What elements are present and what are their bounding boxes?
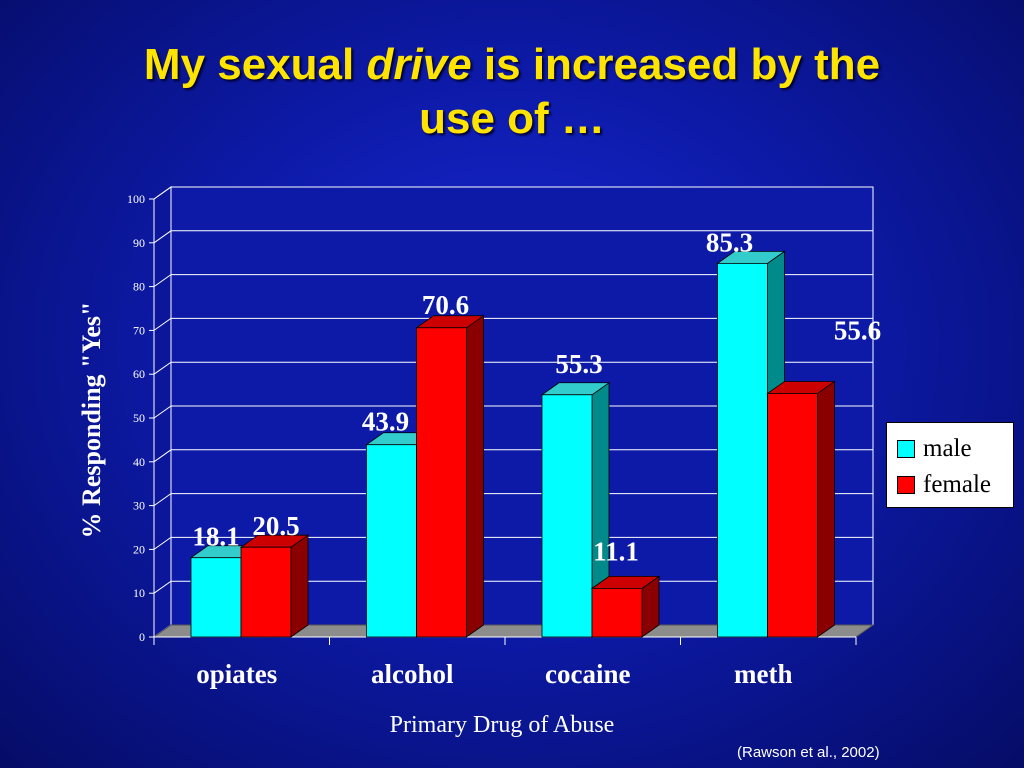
- y-tick-label: 50: [133, 411, 145, 425]
- slide-title: My sexual drive is increased by the use …: [0, 38, 1024, 146]
- bar-male-cocaine: [541, 394, 593, 638]
- data-label-male-alcohol: 43.9: [362, 407, 409, 437]
- y-tick-label: 60: [133, 367, 145, 381]
- gridline: [153, 361, 873, 375]
- gridline: [153, 186, 873, 200]
- data-label-male-meth: 85.3: [706, 227, 753, 257]
- gridline: [153, 274, 873, 288]
- gridline: [153, 317, 873, 331]
- legend-label-female: female: [923, 471, 992, 498]
- bar-female-alcohol: [416, 327, 467, 638]
- bar-side-female-alcohol: [466, 315, 484, 638]
- bar-female-cocaine: [591, 587, 643, 638]
- legend-swatch-female: [897, 476, 915, 494]
- gridline: [153, 405, 873, 419]
- y-tick-label: 20: [133, 542, 145, 556]
- citation: (Rawson et al., 2002): [737, 744, 880, 761]
- gridline: [153, 536, 873, 550]
- bar-side-female-opiates: [290, 534, 309, 638]
- bar-female-meth: [767, 393, 818, 638]
- x-tick-label-cocaine: cocaine: [545, 659, 630, 689]
- y-tick-label: 100: [127, 192, 145, 206]
- y-tick-label: 80: [133, 280, 145, 294]
- chart-legend: male female: [886, 422, 1014, 508]
- data-label-female-cocaine: 11.1: [593, 536, 639, 566]
- bar-male-opiates: [190, 557, 242, 638]
- y-axis-title: % Responding "Yes": [77, 302, 106, 539]
- bar-male-alcohol: [366, 444, 417, 638]
- gridline: [153, 493, 873, 507]
- x-tick-label-meth: meth: [734, 659, 792, 689]
- data-label-female-opiates: 20.5: [252, 511, 299, 541]
- bar-female-opiates: [240, 546, 292, 638]
- data-label-male-opiates: 18.1: [192, 522, 239, 552]
- data-label-male-cocaine: 55.3: [555, 349, 602, 379]
- data-label-female-alcohol: 70.6: [422, 290, 469, 320]
- gridline: [153, 449, 873, 463]
- legend-item-female: female: [897, 471, 991, 499]
- bar-male-meth: [717, 262, 768, 638]
- title-line2: use of …: [419, 94, 605, 143]
- title-part2: is increased by the: [483, 40, 881, 89]
- title-emphasis: drive: [366, 40, 472, 89]
- y-tick-label: 90: [133, 236, 145, 250]
- y-tick-label: 40: [133, 455, 145, 469]
- x-axis-title: Primary Drug of Abuse: [390, 712, 615, 738]
- legend-label-male: male: [923, 435, 972, 462]
- x-tick-label-opiates: opiates: [196, 659, 277, 689]
- y-tick-label: 70: [133, 323, 145, 337]
- y-tick-label: 30: [133, 499, 145, 513]
- title-part1: My sexual: [143, 40, 355, 89]
- x-tick-label-alcohol: alcohol: [371, 659, 454, 689]
- y-tick-label: 10: [133, 586, 145, 600]
- gridline: [153, 230, 873, 244]
- legend-item-male: male: [897, 435, 972, 463]
- legend-swatch-male: [897, 440, 915, 458]
- y-tick-label: 0: [139, 630, 145, 644]
- bar-side-female-meth: [817, 380, 835, 638]
- data-label-female-meth: 55.6: [834, 315, 881, 345]
